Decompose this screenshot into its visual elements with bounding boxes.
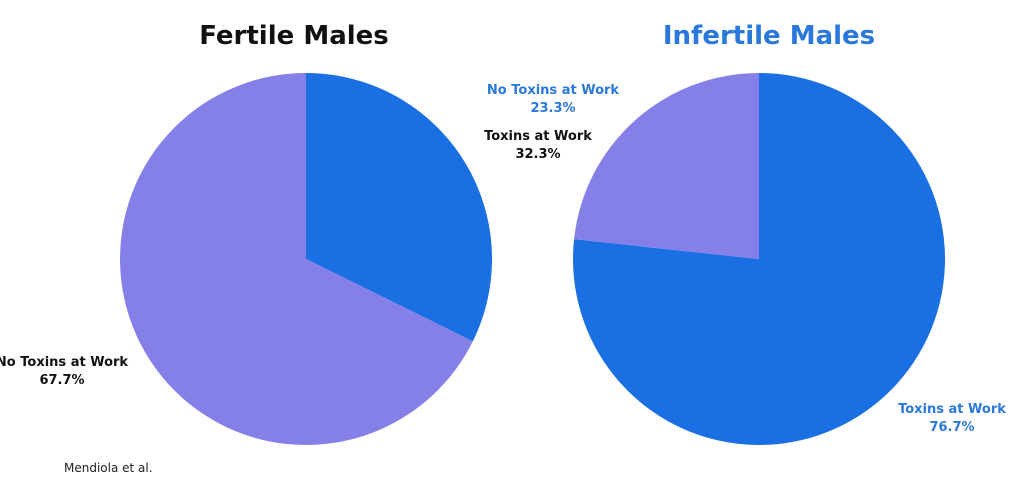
infertile-no-toxins-value: 23.3% (530, 101, 575, 116)
source-note: Mendiola et al. (64, 461, 153, 475)
fertile-slice-no-toxins-at-work (120, 73, 473, 446)
fertile-toxins-label: Toxins at Work (484, 129, 592, 144)
infertile-slice-no-toxins-at-work (574, 73, 759, 259)
fertile-slice-toxins-at-work (306, 72, 493, 342)
fertile-toxins-value: 32.3% (515, 147, 560, 162)
fertile-pie (120, 72, 493, 446)
infertile-pie (572, 73, 945, 445)
infertile-chart-title: Infertile Males (663, 21, 875, 51)
fertile-no-toxins-value: 67.7% (39, 373, 84, 388)
infertile-slice-toxins-at-work (572, 73, 945, 445)
fertile-no-toxins-label: No Toxins at Work (0, 355, 128, 370)
fertile-chart-title: Fertile Males (199, 21, 389, 51)
infertile-no-toxins-label: No Toxins at Work (487, 83, 620, 98)
infertile-toxins-label: Toxins at Work (898, 402, 1006, 417)
infertile-toxins-value: 76.7% (929, 420, 974, 435)
